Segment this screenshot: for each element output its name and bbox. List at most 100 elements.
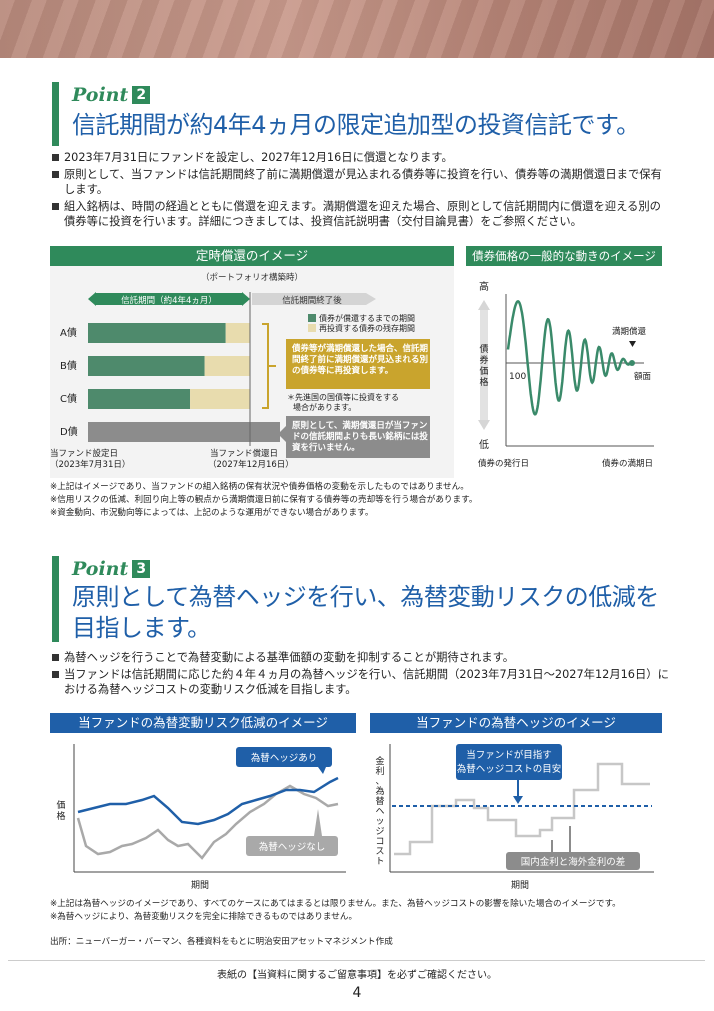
bond-bar-held [88,356,205,376]
target-callout-box [456,744,562,780]
ylabel-char: ト [375,857,384,867]
legend-held: 債券が償還するまでの期間 [319,313,415,323]
callout-line: 間終了前に満期償還が見込まれる別 [292,354,428,365]
bond-bar-held [88,389,191,409]
unhedged-callout-pointer [314,809,322,836]
fx-hedge-chart-header: 当ファンドの為替ヘッジのイメージ [370,713,662,733]
source-note: 出所：ニューバーガー・バーマン、各種資料をもとに明治安田アセットマネジメント作成 [50,937,393,947]
hedged-callout-pointer [318,767,326,774]
callout-note-line1: ＊先進国の国債等に投資をする [287,392,399,402]
ylabel-char: 格 [56,810,65,822]
target-line: 当ファンドが目指す [466,749,552,761]
ylabel-char: ッ [375,817,384,827]
ylabel-char: 券 [479,354,488,366]
point3-title-line2: 目指します。 [72,614,211,642]
target-callout-text: 当ファンドが目指す為替ヘッジコストの目安 [457,749,562,775]
callout-line: ドの信託期間よりも長い銘柄には投 [292,431,428,442]
bond-bars: A債 B債 C債 D債 [60,323,280,442]
rate-difference-line [394,762,650,856]
bond-label: B債 [60,359,77,372]
diff-label: 国内金利と海外金利の差 [521,856,626,868]
point2-label: Point 2 [72,84,151,106]
arrow-shaft [480,310,488,420]
ylabel-char: 価 [479,365,488,377]
page-number: 4 [352,985,362,1001]
target-arrow-head [513,796,523,804]
face-value-label: 額面 [634,371,652,382]
start-date-label: 当ファンド設定日 [50,448,118,459]
period-arrow-label: 信託期間（約4年4ヵ月） [121,295,217,306]
note-item: ※為替ヘッジにより、為替変動リスクを完全に排除できるものではありません。 [50,912,358,922]
axis-high: 高 [479,280,489,293]
bullet-item: 当ファンドは信託期間に応じた約４年４ヵ月の為替ヘッジを行い、信託期間（2023年… [50,667,670,697]
bond-price-ylabel: 債券価格 [479,343,488,388]
ylabel-char: 価 [56,799,65,811]
after-period-arrow [252,293,376,305]
point3-title: 原則として為替ヘッジを行い、為替変動リスクの低減を 目指します。 [72,582,659,644]
unhedged-series-line [76,784,339,860]
point3-accent-bar [52,556,59,642]
point2-title: 信託期間が約4年4ヵ月の限定追加型の投資信託です。 [72,111,640,139]
ylabel-char: ス [375,847,384,857]
bullet-item: 為替ヘッジを行うことで為替変動による基準価額の変動を抑制することが期待されます。 [50,650,670,665]
bullet-item: 2023年7月31日にファンドを設定し、2027年12月16日に償還となります。 [50,150,670,165]
point2-notes: ※上記はイメージであり、当ファンドの組入銘柄の保有状況や債券価格の変動を示したも… [50,481,690,520]
ylabel-char: 債 [479,343,488,355]
down-arrow [478,420,490,430]
footer-divider [8,960,705,961]
fx-risk-chart-header: 当ファンドの為替変動リスク低減のイメージ [50,713,356,733]
reinvest-callout-text: 債券等が満期償還した場合、信託期間終了前に満期償還が見込まれる別の債券等に再投資… [291,343,429,376]
unhedged-label: 為替ヘッジなし [259,841,326,853]
reinvest-bracket [262,323,276,409]
bond-label: C債 [60,392,77,405]
after-period-label: 信託期間終了後 [282,295,342,306]
hedge-xlabel: 期間 [511,880,529,891]
bullet-item: 原則として、当ファンドは信託期間終了前に満期償還が見込まれる債券等に投資を行い、… [50,167,670,197]
bond-bar-reinvest [190,389,250,409]
point2-number: 2 [132,86,151,104]
legend-swatch-held [308,314,316,322]
redemption-marker [629,341,636,347]
ylabel-char: 為 [375,785,384,797]
bond-price-chart: 高 低 債券価格 100 満期償還 額面 債券の発行日 債券の満期日 [478,280,654,469]
footer-notice: 表紙の【当資料に関するご留意事項】を必ずご確認ください。 [217,970,497,981]
bond-bar-reinvest [225,323,250,343]
callout-line: 債券等が満期償還した場合、信託期 [291,343,429,354]
ylabel-char: 格 [479,376,488,388]
bond-price-line [506,300,632,416]
fx-risk-chart: 価格 期間 為替ヘッジあり 為替ヘッジなし [56,744,346,891]
point3-notes: ※上記は為替ヘッジのイメージであり、すべてのケースにあてはまるとは限りません。ま… [50,898,690,924]
period-arrow-body [96,293,242,305]
legend-reinvest: 再投資する債券の残存期間 [319,323,415,333]
ylabel-char: 利 [375,765,384,777]
note-item: ※上記はイメージであり、当ファンドの組入銘柄の保有状況や債券価格の変動を示したも… [50,482,469,492]
note-item: ※上記は為替ヘッジのイメージであり、すべてのケースにあてはまるとは限りません。ま… [50,899,621,909]
redemption-chart-header: 定時償還のイメージ [50,246,454,266]
callout-line: 資を行いません。 [291,442,360,453]
ylabel-char: 、 [375,777,384,787]
redemption-chart: （ポートフォリオ構築時） 信託期間（約4年4ヵ月） 信託期間終了後 債券が償還す… [50,266,454,478]
x-end-label: 債券の満期日 [602,458,653,469]
callout-line: の債券等に再投資します。 [292,365,393,376]
note-item: ※資金動向、市況動向等によっては、上記のような運用ができない場合があります。 [50,508,374,518]
hedged-series-line [77,776,339,826]
diff-callout-box [506,852,640,870]
fx-ylabel: 価格 [56,799,65,822]
point3-number: 3 [132,560,151,578]
face-value-dot [629,360,635,366]
bullet-item: 組入銘柄は、時間の経過とともに償還を迎えます。満期償還を迎えた場合、原則として信… [50,199,670,229]
start-date-value: （2023年7月31日） [50,459,130,470]
point3-title-line1: 原則として為替ヘッジを行い、為替変動リスクの低減を [72,583,659,611]
bond-price-chart-header: 債券価格の一般的な動きのイメージ [466,246,662,266]
ylabel-char: ジ [375,827,384,837]
hedged-callout-box [236,747,332,767]
bond-bar-reinvest [204,356,250,376]
ylabel-char: ヘ [375,807,384,817]
unhedged-callout-box [246,836,338,856]
point3-label: Point 3 [72,558,151,580]
point2-accent-bar [52,82,59,146]
hedged-label: 為替ヘッジあり [251,752,318,764]
gray-callout-pointer [278,426,286,442]
callout-line: 原則として、満期償還日が当ファン [292,420,428,431]
